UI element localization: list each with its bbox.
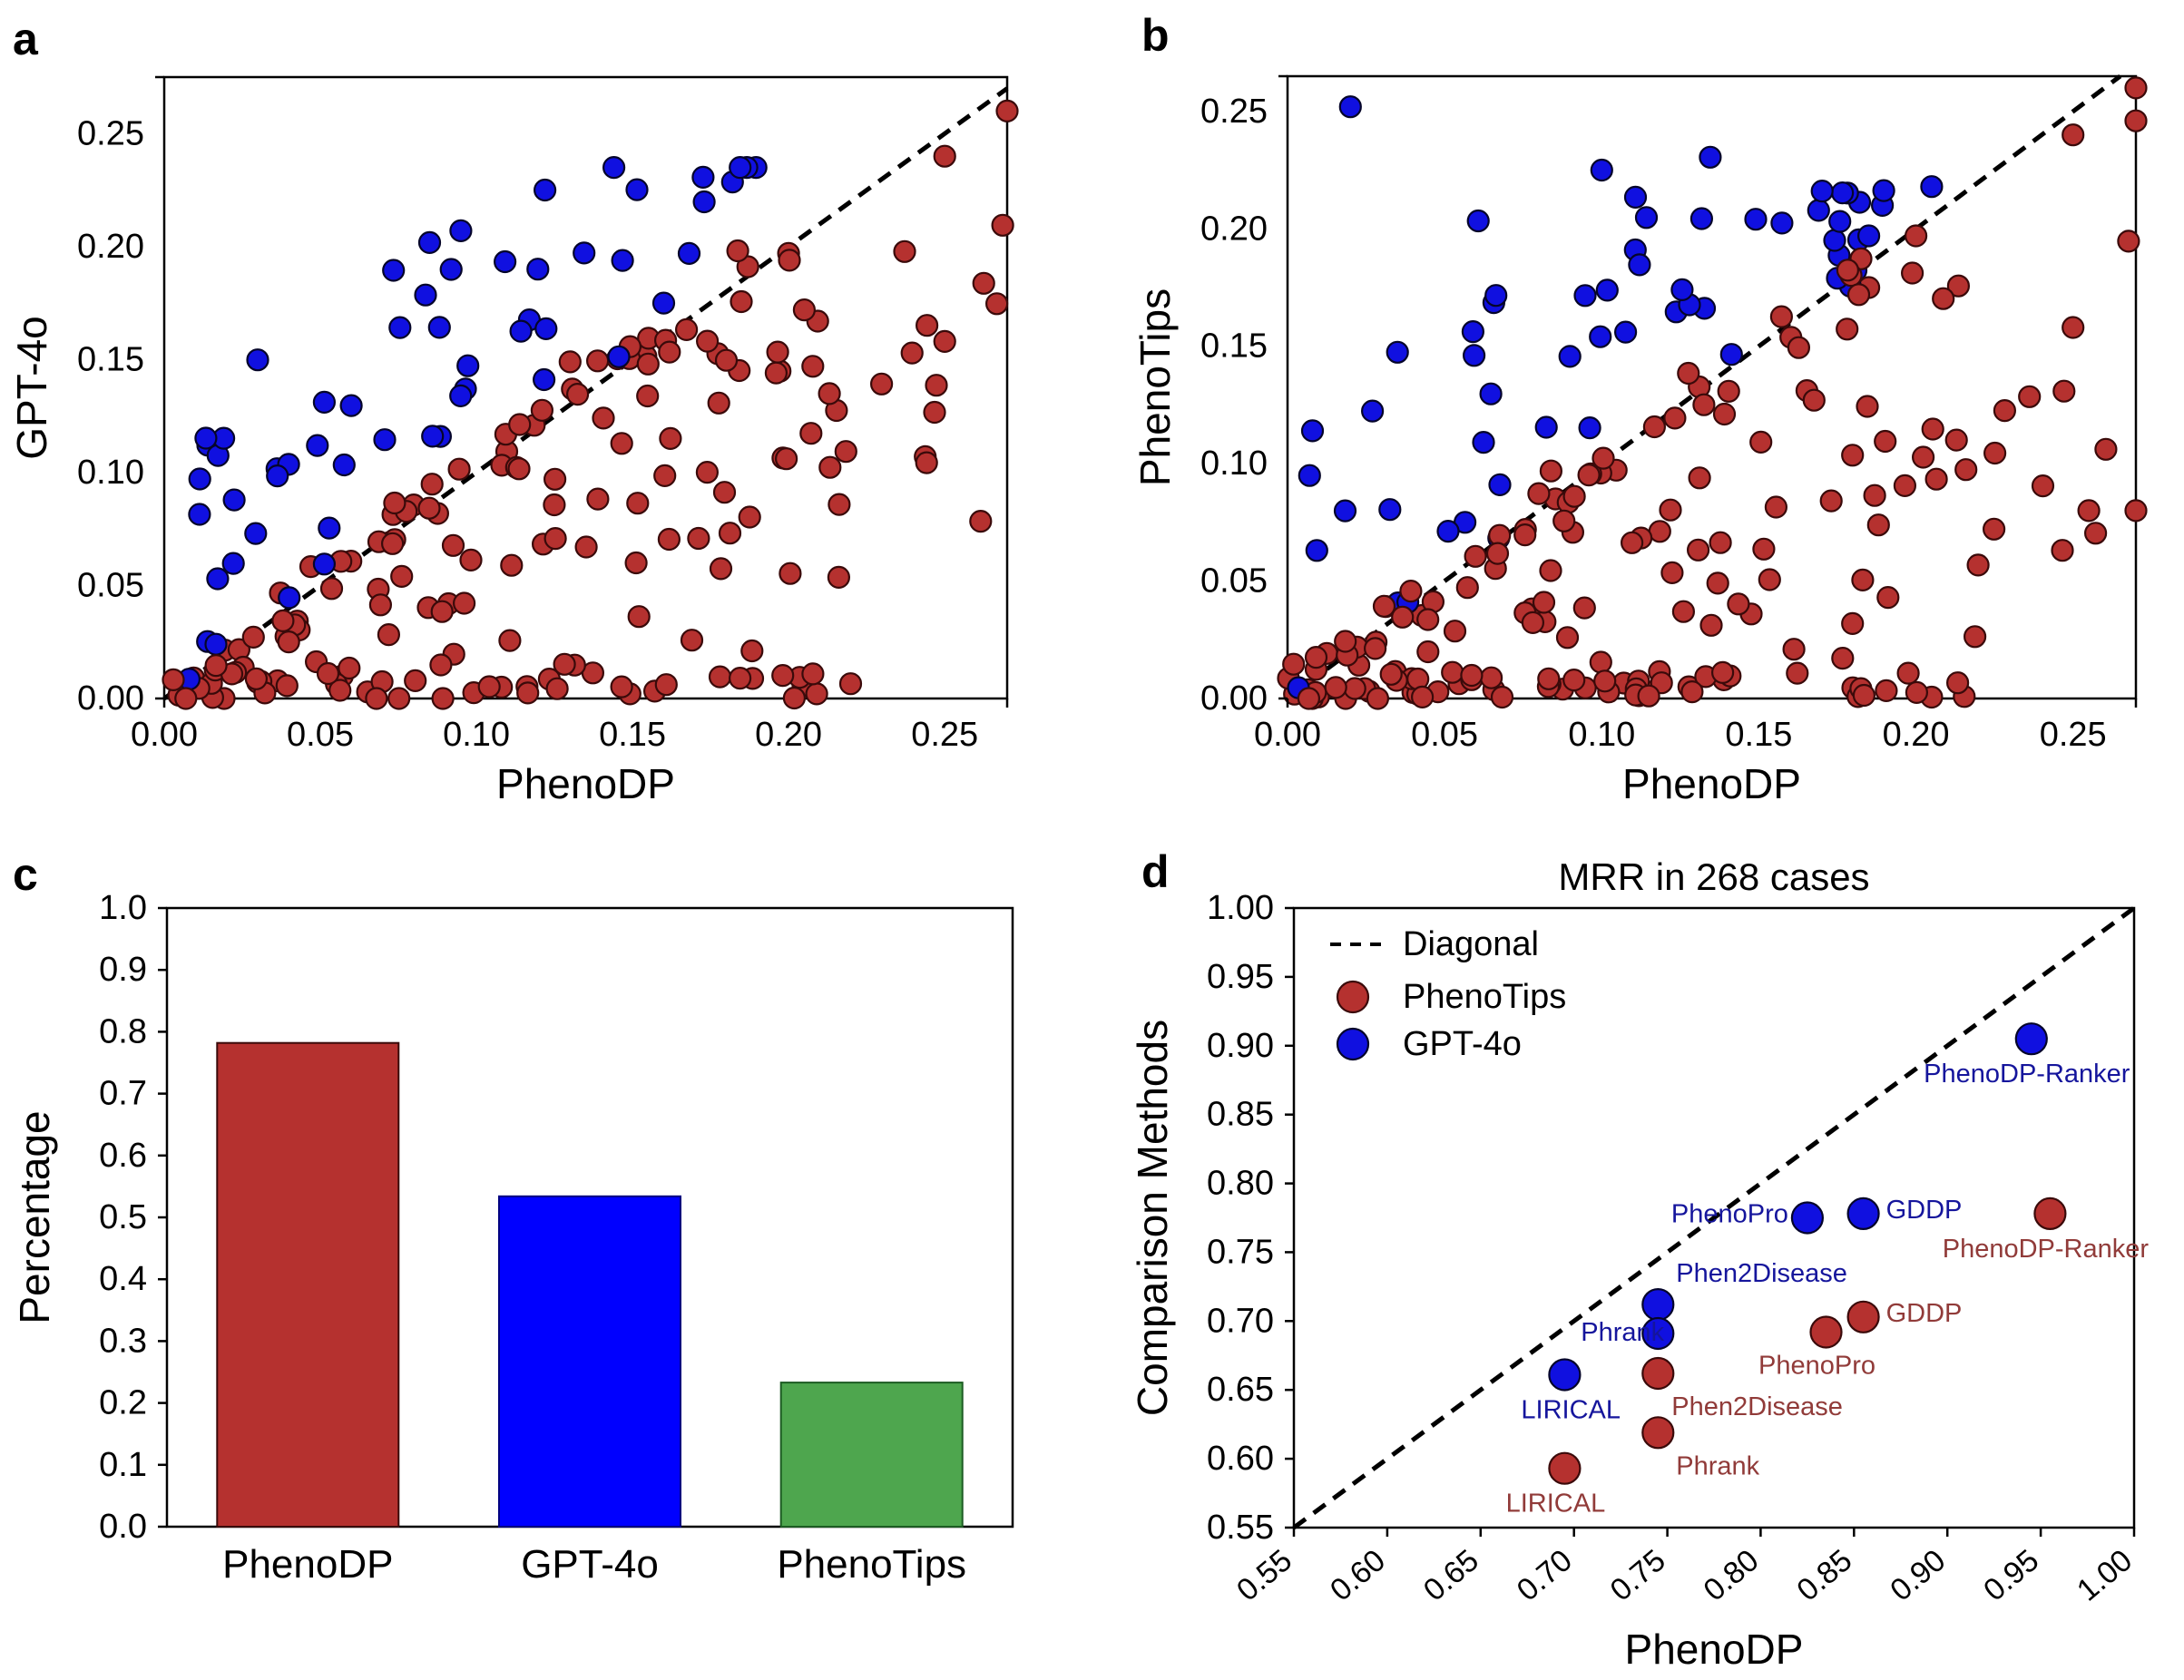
svg-text:0.6: 0.6 — [99, 1137, 147, 1175]
svg-text:Percentage: Percentage — [11, 1110, 58, 1323]
svg-text:0.25: 0.25 — [77, 114, 144, 152]
svg-text:PhenoDP: PhenoDP — [222, 1542, 393, 1587]
svg-text:0.8: 0.8 — [99, 1012, 147, 1050]
svg-text:0.20: 0.20 — [77, 228, 144, 266]
svg-text:PhenoDP-Ranker: PhenoDP-Ranker — [1924, 1060, 2130, 1089]
svg-text:1.00: 1.00 — [1207, 889, 1274, 927]
svg-text:GPT-4o: GPT-4o — [521, 1542, 659, 1587]
svg-text:Comparison Methods: Comparison Methods — [1129, 1020, 1176, 1416]
svg-text:0.3: 0.3 — [99, 1322, 147, 1360]
svg-text:0.65: 0.65 — [1417, 1543, 1485, 1608]
svg-text:PhenoTips: PhenoTips — [1131, 288, 1179, 486]
svg-text:MRR in 268 cases: MRR in 268 cases — [1558, 855, 1869, 898]
svg-text:0.05: 0.05 — [1200, 562, 1268, 601]
svg-text:Phrank: Phrank — [1581, 1318, 1664, 1347]
svg-text:GPT-4o: GPT-4o — [8, 316, 55, 460]
svg-text:0.75: 0.75 — [1604, 1543, 1672, 1608]
svg-text:0.25: 0.25 — [911, 716, 978, 754]
svg-text:0.00: 0.00 — [1200, 679, 1268, 718]
svg-text:0.95: 0.95 — [1207, 958, 1274, 996]
svg-text:1.0: 1.0 — [99, 889, 147, 927]
svg-text:0.2: 0.2 — [99, 1384, 147, 1422]
svg-text:Phrank: Phrank — [1676, 1451, 1759, 1480]
svg-text:0.75: 0.75 — [1207, 1233, 1274, 1271]
svg-text:PhenoDP: PhenoDP — [496, 760, 675, 807]
svg-text:0.7: 0.7 — [99, 1075, 147, 1113]
svg-text:0.90: 0.90 — [1207, 1027, 1274, 1065]
svg-text:LIRICAL: LIRICAL — [1506, 1490, 1606, 1519]
svg-text:0.00: 0.00 — [131, 716, 198, 754]
svg-text:0.15: 0.15 — [1200, 327, 1268, 366]
svg-text:0.85: 0.85 — [1790, 1543, 1858, 1608]
svg-text:0.25: 0.25 — [1200, 93, 1268, 131]
svg-text:0.65: 0.65 — [1207, 1371, 1274, 1409]
svg-text:0.15: 0.15 — [77, 340, 144, 378]
svg-text:0.05: 0.05 — [1411, 716, 1478, 754]
svg-text:0.80: 0.80 — [1207, 1165, 1274, 1203]
svg-text:LIRICAL: LIRICAL — [1521, 1396, 1621, 1425]
svg-text:0.55: 0.55 — [1230, 1543, 1298, 1608]
svg-text:Diagonal: Diagonal — [1403, 925, 1539, 963]
svg-text:0.10: 0.10 — [443, 716, 510, 754]
svg-text:0.70: 0.70 — [1207, 1302, 1274, 1340]
svg-text:0.80: 0.80 — [1697, 1543, 1765, 1608]
svg-text:PhenoDP: PhenoDP — [1622, 760, 1801, 807]
svg-text:PhenoDP: PhenoDP — [1625, 1626, 1804, 1673]
svg-text:Phen2Disease: Phen2Disease — [1671, 1392, 1843, 1421]
svg-text:0.00: 0.00 — [77, 679, 144, 718]
svg-text:0.60: 0.60 — [1207, 1440, 1274, 1478]
svg-text:PhenoPro: PhenoPro — [1671, 1200, 1788, 1229]
svg-text:0.85: 0.85 — [1207, 1096, 1274, 1134]
svg-text:0.05: 0.05 — [287, 716, 354, 754]
svg-text:PhenoDP-Ranker: PhenoDP-Ranker — [1943, 1235, 2150, 1264]
svg-text:0.10: 0.10 — [77, 454, 144, 492]
svg-text:0.4: 0.4 — [99, 1260, 147, 1298]
svg-text:0.25: 0.25 — [2040, 716, 2107, 754]
svg-text:PhenoPro: PhenoPro — [1758, 1352, 1875, 1381]
svg-text:0.10: 0.10 — [1568, 716, 1635, 754]
svg-text:0.20: 0.20 — [1200, 210, 1268, 248]
svg-text:PhenoTips: PhenoTips — [1403, 978, 1566, 1016]
svg-text:0.55: 0.55 — [1207, 1509, 1274, 1547]
svg-text:0.05: 0.05 — [77, 567, 144, 605]
svg-text:0.5: 0.5 — [99, 1198, 147, 1236]
svg-text:1.00: 1.00 — [2071, 1543, 2139, 1608]
svg-text:0.90: 0.90 — [1884, 1543, 1952, 1608]
svg-text:Phen2Disease: Phen2Disease — [1676, 1259, 1847, 1288]
svg-text:GPT-4o: GPT-4o — [1403, 1025, 1522, 1063]
svg-text:0.95: 0.95 — [1977, 1543, 2045, 1608]
svg-text:PhenoTips: PhenoTips — [777, 1542, 966, 1587]
svg-text:0.20: 0.20 — [755, 716, 822, 754]
svg-text:0.10: 0.10 — [1200, 444, 1268, 483]
svg-text:0.60: 0.60 — [1324, 1543, 1392, 1608]
svg-text:0.15: 0.15 — [599, 716, 666, 754]
svg-text:0.0: 0.0 — [99, 1508, 147, 1546]
svg-text:0.15: 0.15 — [1725, 716, 1792, 754]
svg-text:0.70: 0.70 — [1511, 1543, 1579, 1608]
svg-text:GDDP: GDDP — [1886, 1299, 1963, 1328]
svg-text:0.20: 0.20 — [1883, 716, 1950, 754]
svg-text:0.1: 0.1 — [99, 1446, 147, 1484]
svg-text:GDDP: GDDP — [1886, 1196, 1963, 1225]
svg-text:0.00: 0.00 — [1254, 716, 1321, 754]
svg-text:0.9: 0.9 — [99, 951, 147, 989]
